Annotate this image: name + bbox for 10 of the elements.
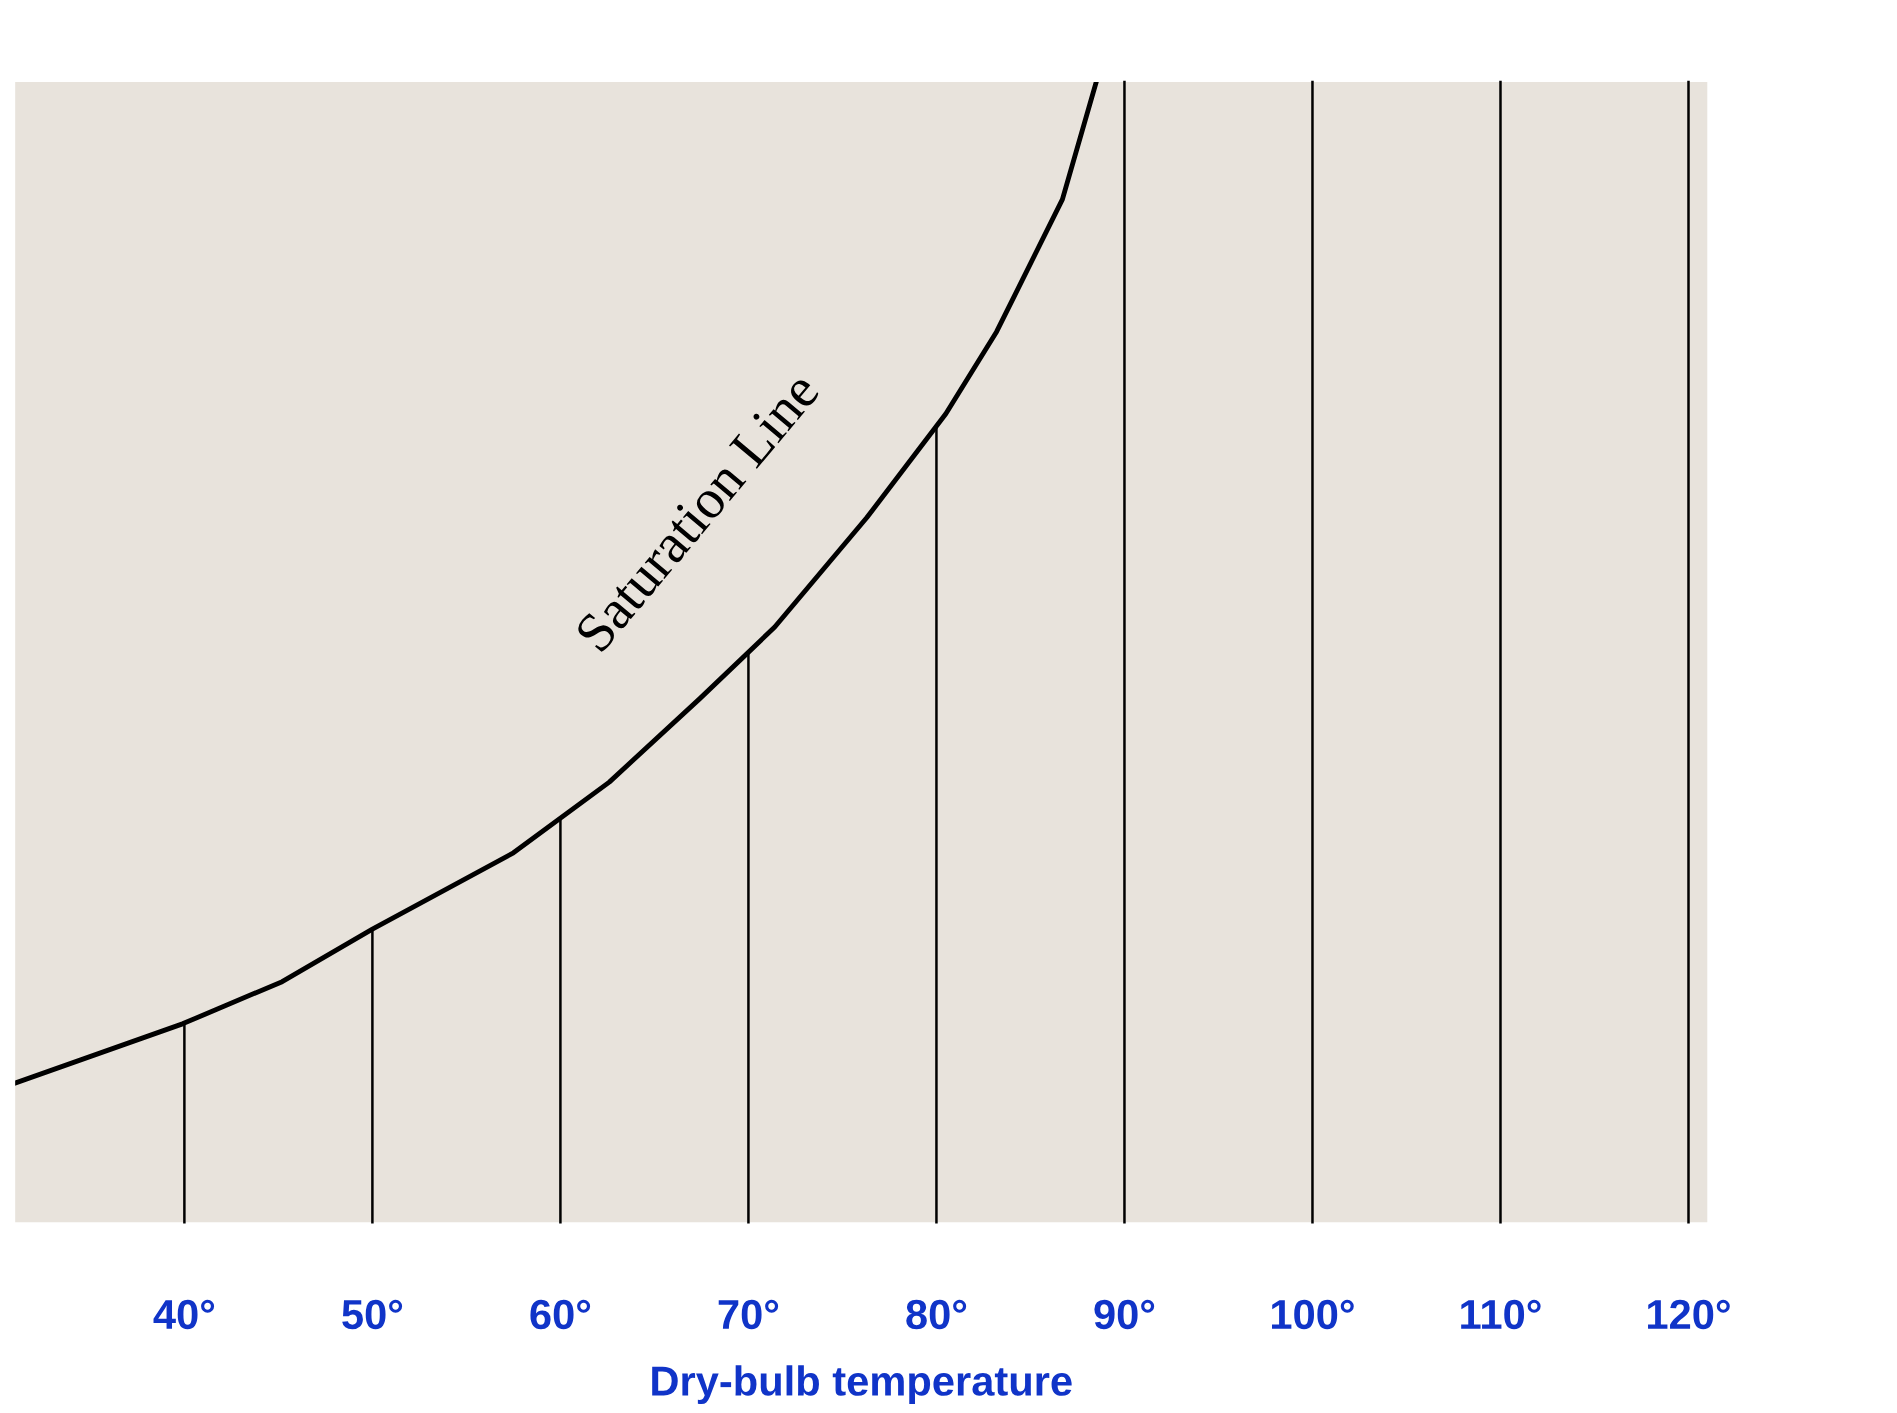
x-tick-label: 110° (1461, 1299, 1541, 1330)
x-tick-label: 80° (906, 1299, 967, 1330)
x-tick-label: 70° (718, 1299, 779, 1330)
x-tick-label: 90° (1094, 1299, 1155, 1330)
x-axis-title: Dry-bulb temperature (652, 1365, 1072, 1405)
x-tick-label: 50° (342, 1299, 403, 1330)
x-tick-label: 60° (530, 1299, 591, 1330)
x-tick-label: 100° (1272, 1299, 1354, 1330)
x-tick-label: 120° (1648, 1299, 1730, 1330)
x-tick-label: 40° (153, 1299, 215, 1330)
